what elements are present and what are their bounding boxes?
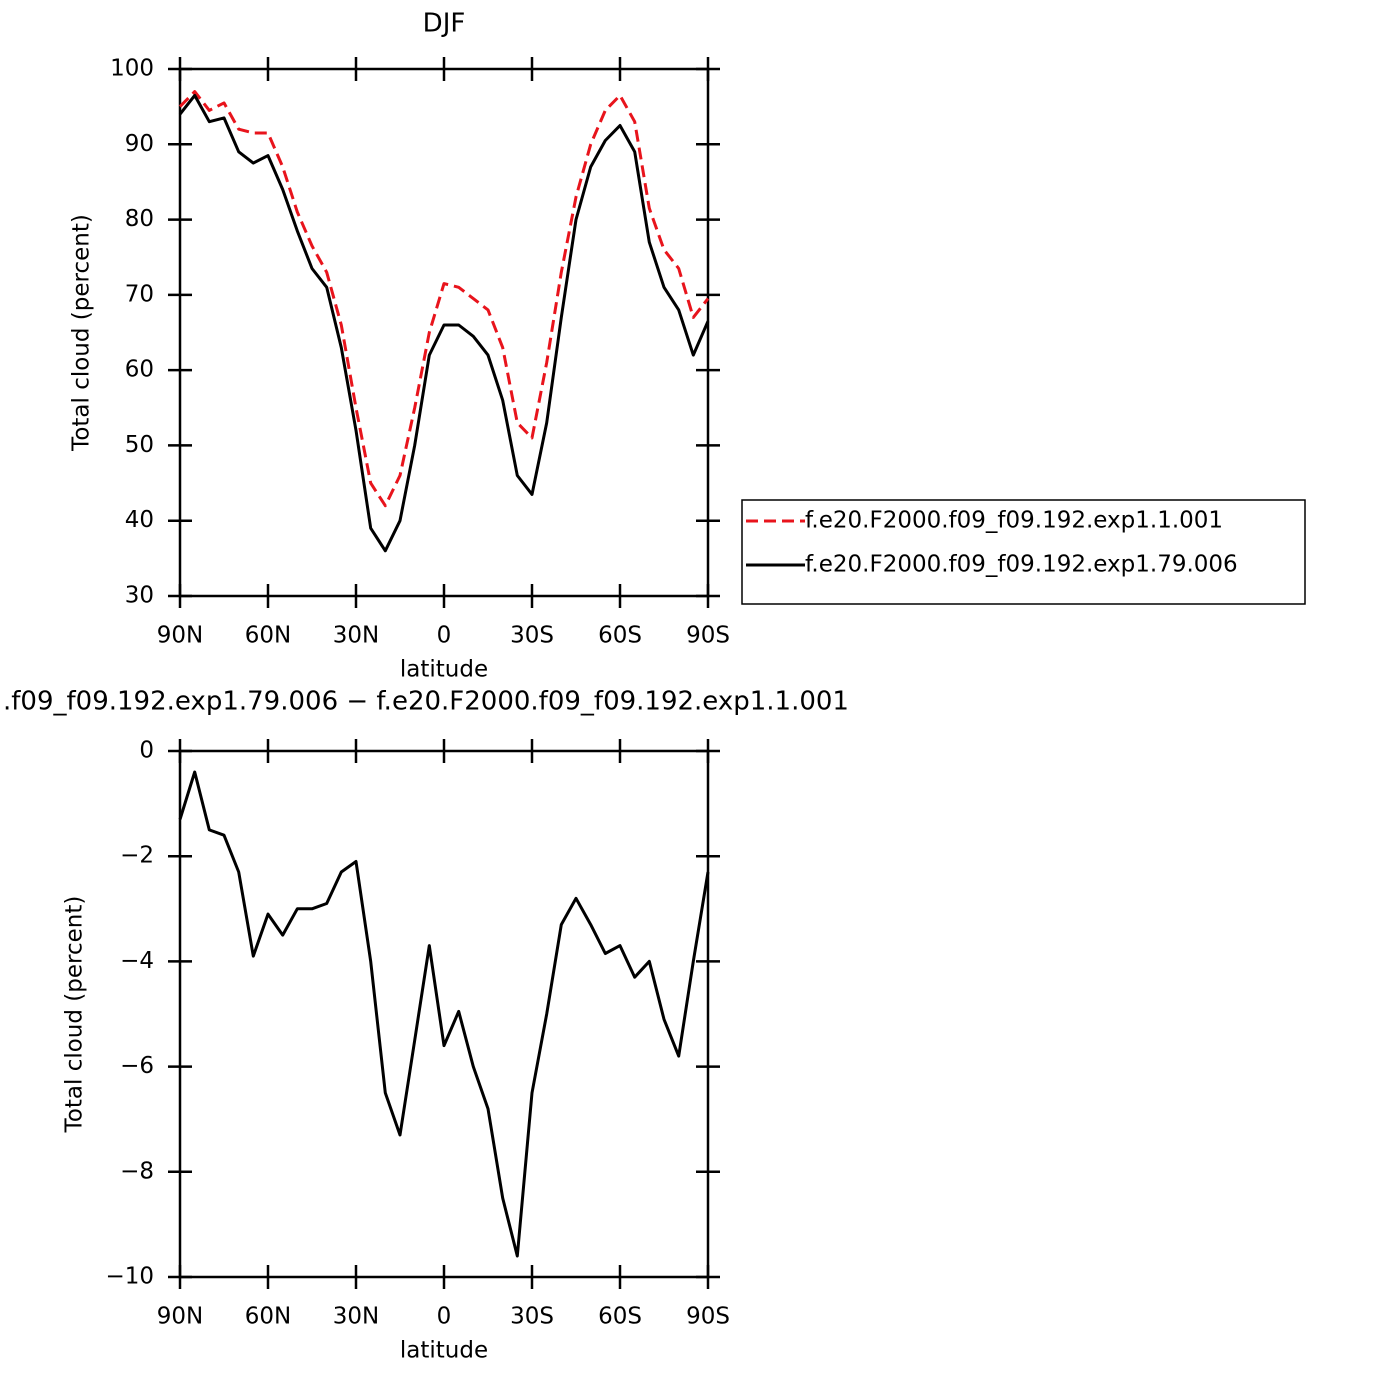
y-tick-label: 60 [125,357,154,383]
y-tick-label: 0 [139,738,154,764]
series-line [178,90,710,508]
chart-title: .f09_f09.192.exp1.79.006 − f.e20.F2000.f… [3,687,849,717]
x-tick-label: 30S [510,1304,554,1330]
x-tick-label: 0 [437,1304,452,1330]
legend-label: f.e20.F2000.f09_f09.192.exp1.1.001 [805,508,1223,534]
legend-label: f.e20.F2000.f09_f09.192.exp1.79.006 [805,552,1238,578]
y-tick-label: 90 [125,131,154,157]
legend-box [741,499,1306,605]
x-axis-label: latitude [400,1338,488,1364]
y-tick-label: −4 [120,948,154,974]
y-axis-label: Total cloud (percent) [69,214,95,452]
y-tick-label: 40 [125,507,154,533]
x-tick-label: 90N [157,1304,203,1330]
y-tick-label: −6 [120,1053,154,1079]
x-tick-label: 60S [598,623,642,649]
x-tick-label: 60S [598,1304,642,1330]
y-tick-label: 100 [110,56,154,82]
chart-title: DJF [423,9,466,39]
y-axis-label: Total cloud (percent) [62,896,88,1134]
y-tick-label: 70 [125,281,154,307]
plot-frame [178,749,710,1279]
y-tick-label: −10 [105,1264,154,1290]
plot-frame [178,67,710,598]
series-line [178,93,710,553]
x-tick-label: 60N [245,1304,291,1330]
x-tick-label: 0 [437,623,452,649]
x-tick-label: 60N [245,623,291,649]
y-tick-label: 80 [125,206,154,232]
x-tick-label: 90S [686,1304,730,1330]
y-tick-label: −8 [120,1158,154,1184]
x-axis-label: latitude [400,657,488,683]
x-tick-label: 30S [510,623,554,649]
y-tick-label: 30 [125,583,154,609]
x-tick-label: 90S [686,623,730,649]
x-tick-label: 30N [333,1304,379,1330]
series-line [178,770,710,1258]
y-tick-label: −2 [120,843,154,869]
x-tick-label: 90N [157,623,203,649]
x-tick-label: 30N [333,623,379,649]
y-tick-label: 50 [125,432,154,458]
